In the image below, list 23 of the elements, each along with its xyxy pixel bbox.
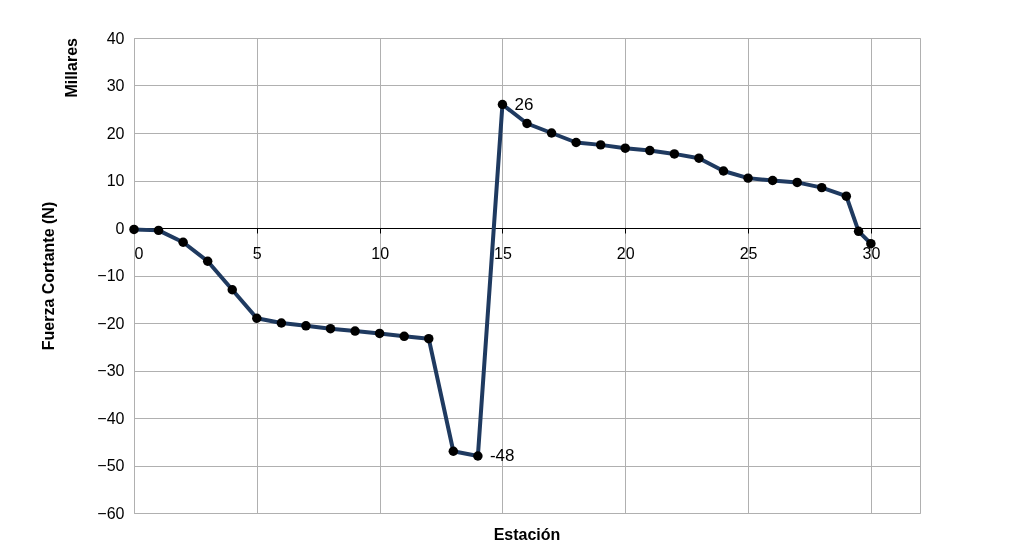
x-tick-label: 0 bbox=[134, 244, 144, 262]
y-tick-label: 0 bbox=[115, 219, 125, 237]
x-tick-label: 30 bbox=[862, 244, 881, 262]
y-tick-label: −30 bbox=[97, 362, 125, 379]
x-tick-label: 20 bbox=[616, 244, 635, 262]
x-axis-title: Estación bbox=[493, 526, 561, 543]
x-tick-label: 25 bbox=[739, 244, 758, 262]
y-tick-label: −40 bbox=[97, 409, 125, 427]
y-tick-label: −10 bbox=[97, 267, 125, 284]
x-tick-label: 10 bbox=[371, 244, 390, 262]
y-tick-label: 30 bbox=[106, 77, 125, 94]
y-tick-label: −20 bbox=[97, 314, 125, 332]
x-tick-label: 5 bbox=[252, 244, 262, 262]
y-tick-label: −50 bbox=[97, 457, 125, 474]
y-tick-label: −60 bbox=[97, 504, 125, 522]
x-tick-label: 15 bbox=[494, 244, 512, 262]
y-tick-label: 40 bbox=[106, 29, 125, 47]
y-axis-title: Fuerza Cortante (N) bbox=[40, 201, 58, 351]
data-label: 26 bbox=[514, 94, 534, 114]
text: Millares bbox=[63, 37, 80, 98]
data-label: -48 bbox=[489, 446, 515, 465]
y-tick-label: 20 bbox=[106, 124, 125, 142]
y-tick-label: 10 bbox=[106, 172, 125, 189]
